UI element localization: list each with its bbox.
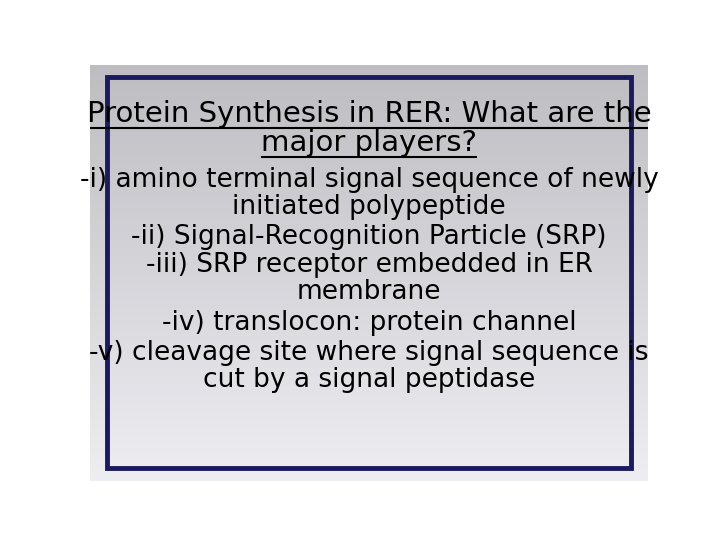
Text: -ii) Signal-Recognition Particle (SRP): -ii) Signal-Recognition Particle (SRP): [131, 224, 607, 249]
Text: -v) cleavage site where signal sequence is: -v) cleavage site where signal sequence …: [89, 340, 649, 366]
Text: -iv) translocon: protein channel: -iv) translocon: protein channel: [162, 310, 576, 336]
Text: major players?: major players?: [261, 129, 477, 157]
Text: initiated polypeptide: initiated polypeptide: [232, 194, 506, 220]
Text: cut by a signal peptidase: cut by a signal peptidase: [203, 367, 535, 393]
Text: membrane: membrane: [297, 279, 441, 305]
Text: -i) amino terminal signal sequence of newly: -i) amino terminal signal sequence of ne…: [80, 167, 658, 193]
Text: Protein Synthesis in RER: What are the: Protein Synthesis in RER: What are the: [86, 100, 652, 128]
Text: -iii) SRP receptor embedded in ER: -iii) SRP receptor embedded in ER: [145, 252, 593, 278]
